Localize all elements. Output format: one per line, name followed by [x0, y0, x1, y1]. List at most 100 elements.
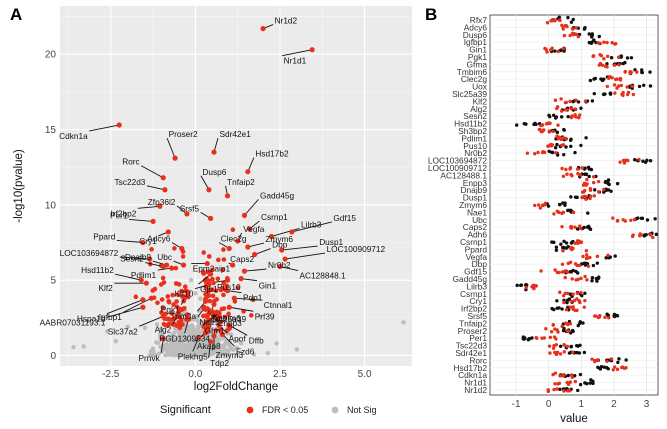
gene-panel-point-black: [602, 190, 606, 194]
gene-panel-point-red: [542, 203, 547, 207]
volcano-label-line: [106, 306, 144, 318]
gene-panel-point-black: [595, 277, 599, 282]
volcano-label-line: [137, 205, 160, 209]
volcano-point-slc37a2: [160, 313, 166, 319]
gene-panel-point-red: [609, 357, 614, 361]
gene-panel-point-red: [562, 350, 566, 354]
gene-panel-point-red: [583, 99, 588, 103]
volcano-sig-point: [176, 323, 181, 328]
gene-panel-x-tick-label: 1: [579, 399, 585, 410]
gene-panel-point-red: [565, 24, 569, 29]
volcano-point-klf2: [143, 280, 149, 286]
volcano-point-gjb1: [208, 271, 214, 277]
gene-panel-row-label: LOC103694872: [428, 156, 487, 166]
volcano-sig-point: [210, 267, 215, 273]
gene-panel-point-red: [542, 150, 547, 155]
gene-panel-point-black: [609, 189, 613, 193]
volcano-y-tick-label: 20: [45, 50, 57, 61]
volcano-point-fzd6: [219, 331, 226, 337]
volcano-label-line: [291, 221, 332, 233]
gene-panel-point-black: [636, 216, 640, 220]
gene-panel-point-red: [560, 211, 564, 216]
volcano-label-line: [115, 273, 142, 281]
gene-panel-point-black: [582, 350, 587, 355]
volcano-point-tnfaip2: [224, 193, 231, 199]
gene-panel-point-black: [547, 113, 551, 117]
gene-panel-point-black: [555, 299, 559, 303]
volcano-gene-label: Slc25a39: [212, 314, 247, 324]
volcano-point-aabr07031193-1: [140, 304, 146, 310]
volcano-sig-point: [218, 327, 223, 333]
gene-panel-point-red: [569, 373, 574, 377]
gene-panel-point-red: [603, 315, 607, 320]
volcano-y-tick-label: 10: [45, 200, 57, 211]
gene-panel-point-black: [588, 381, 592, 385]
volcano-sig-point: [173, 265, 179, 271]
gene-panel-point-red: [592, 194, 597, 198]
volcano-sig-point: [220, 267, 226, 273]
volcano-plot: Nr1d2 Nr1d1 Cdkn1a Rorc Proser2 Tsc22d3 Sdr42e…: [13, 6, 412, 393]
gene-panel-row-label: Proser2: [458, 326, 488, 336]
gene-panel-point-black: [564, 241, 569, 245]
gene-panel-point-red: [561, 293, 566, 298]
volcano-gene-label: Ctnnal1: [264, 300, 293, 310]
gene-panel-point-red: [571, 210, 576, 215]
gene-panel-point-black: [569, 270, 574, 274]
volcano-sig-point: [221, 257, 227, 262]
volcano-sig-point: [175, 292, 181, 298]
gene-panel-point-red: [630, 84, 634, 88]
volcano-nonsig-point: [186, 338, 191, 344]
panel-b-letter: B: [425, 5, 437, 24]
volcano-sig-point: [172, 246, 177, 251]
volcano-sig-point: [166, 298, 171, 304]
volcano-nonsig-point: [191, 317, 196, 322]
volcano-nonsig-point: [203, 340, 208, 346]
volcano-label-line: [141, 165, 164, 179]
gene-panel-point-red: [578, 240, 583, 245]
gene-panel-point-black: [643, 160, 648, 165]
gene-panel-point-red: [606, 253, 610, 258]
gene-panel-point-black: [640, 68, 644, 72]
gene-panel-point-black: [590, 276, 595, 280]
gene-panel-point-black: [559, 242, 563, 246]
volcano-point-csrnp1: [246, 226, 253, 232]
gene-panel-point-red: [554, 337, 558, 341]
gene-panel-point-red: [549, 330, 554, 334]
volcano-point-nr1d2: [260, 25, 266, 32]
gene-panel-point-red: [590, 357, 594, 361]
volcano-nonsig-point: [195, 324, 201, 329]
gene-panel-point-red: [611, 216, 615, 220]
volcano-gene-label: Pus10: [217, 282, 241, 292]
gene-panel-point-red: [549, 142, 553, 147]
volcano-nonsig-point: [192, 336, 197, 342]
gene-panel-point-black: [596, 365, 600, 370]
gene-panel-row-label: Sh3bp2: [458, 126, 487, 136]
gene-panel-point-black: [569, 137, 573, 141]
gene-panel-row-label: Cry1: [469, 296, 487, 306]
gene-panel-point-black: [571, 99, 575, 104]
gene-panel-point-red: [551, 346, 556, 350]
volcano-label-line: [244, 199, 259, 216]
gene-panel-row-label: Klf2: [473, 96, 488, 106]
volcano-nonsig-point: [197, 328, 202, 334]
volcano-gene-label: Gadd45g: [260, 190, 295, 200]
volcano-point-slc25a39: [211, 301, 217, 307]
volcano-sig-point: [235, 285, 241, 291]
gene-panel-point-black: [562, 152, 566, 157]
gene-panel-point-black: [586, 211, 590, 215]
gene-panel-point-red: [560, 166, 564, 171]
gene-panel-point-black: [583, 172, 587, 177]
gene-panel-point-red: [597, 63, 602, 67]
gene-panel-point-red: [637, 157, 641, 162]
gene-panel-point-red: [553, 19, 557, 23]
gene-panel-point-black: [578, 321, 582, 326]
gene-panel-point-red: [563, 291, 567, 295]
gene-panel-point-black: [588, 78, 593, 83]
gene-panel-point-red: [532, 286, 536, 291]
gene-panel-point-red: [628, 70, 632, 74]
volcano-sig-point: [169, 311, 175, 316]
volcano-gene-label: Dnajb9: [125, 252, 152, 262]
volcano-sig-point: [219, 306, 225, 312]
volcano-point-plekhg5: [196, 334, 202, 340]
gene-panel-point-black: [578, 343, 582, 348]
